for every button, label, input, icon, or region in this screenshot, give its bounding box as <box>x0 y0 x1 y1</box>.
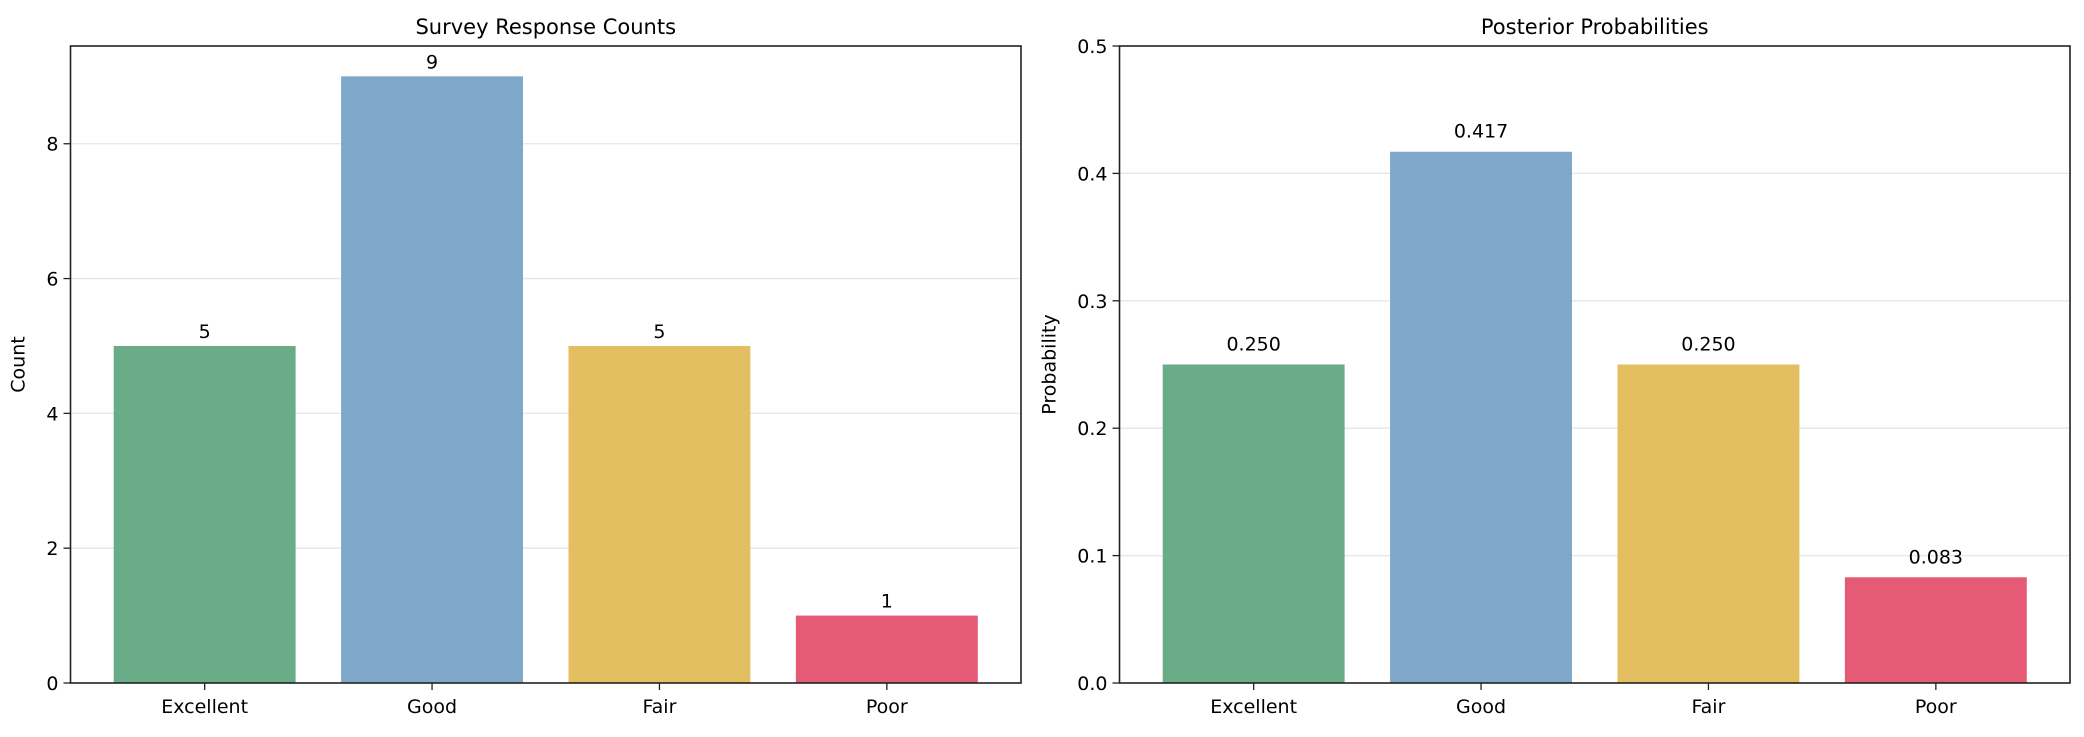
x-tick-label: Fair <box>1691 696 1725 718</box>
y-tick-label: 0.0 <box>1077 673 1107 695</box>
x-tick-label: Excellent <box>1210 696 1297 718</box>
chart-1: 5 Excellent 9 Good 5 Fair 1 Poor 0 2 4 6 8 Survey Res… <box>8 15 1022 718</box>
chart-2: 0.250 Excellent 0.417 Good 0.250 Fair 0.083 Poo… <box>1039 15 2071 718</box>
y-tick-label: 4 <box>46 403 58 425</box>
axes-frame <box>69 45 1022 684</box>
data-label: 5 <box>199 321 211 343</box>
x-tick-label: Good <box>1456 696 1506 718</box>
y-tick-label: 0.3 <box>1077 291 1107 313</box>
y-tick-label: 0.5 <box>1077 36 1107 58</box>
y-tick-label: 0.1 <box>1077 546 1107 568</box>
data-label: 0.417 <box>1454 121 1508 143</box>
axes-frame <box>1118 45 2071 684</box>
y-tick-label: 0 <box>46 673 58 695</box>
y-axis-label: Count <box>8 336 30 392</box>
data-label: 1 <box>881 591 893 613</box>
bar-good <box>341 76 524 684</box>
y-tick-label: 6 <box>46 269 58 291</box>
bar-fair <box>568 345 751 683</box>
x-tick-label: Poor <box>866 696 908 718</box>
y-tick-label: 8 <box>46 134 58 156</box>
data-label: 9 <box>426 51 438 73</box>
data-label: 5 <box>653 321 665 343</box>
y-axis-label: Probability <box>1039 314 1061 414</box>
x-tick-label: Good <box>407 696 457 718</box>
data-label: 0.083 <box>1909 546 1963 568</box>
bar-excellent <box>113 345 296 683</box>
chart-title: Posterior Probabilities <box>1481 15 1709 39</box>
y-tick-label: 0.2 <box>1077 418 1107 440</box>
data-label: 0.250 <box>1681 334 1735 356</box>
bar-fair <box>1617 364 1800 683</box>
bar-good <box>1390 151 1573 683</box>
x-tick-label: Excellent <box>161 696 248 718</box>
y-tick-label: 0.4 <box>1077 163 1107 185</box>
y-tick-label: 2 <box>46 538 58 560</box>
bar-poor <box>1844 577 2027 683</box>
x-tick-label: Fair <box>642 696 676 718</box>
bar-poor <box>795 615 978 683</box>
bar-excellent <box>1162 364 1345 683</box>
chart-title: Survey Response Counts <box>415 15 676 39</box>
data-label: 0.250 <box>1226 334 1280 356</box>
x-tick-label: Poor <box>1915 696 1957 718</box>
